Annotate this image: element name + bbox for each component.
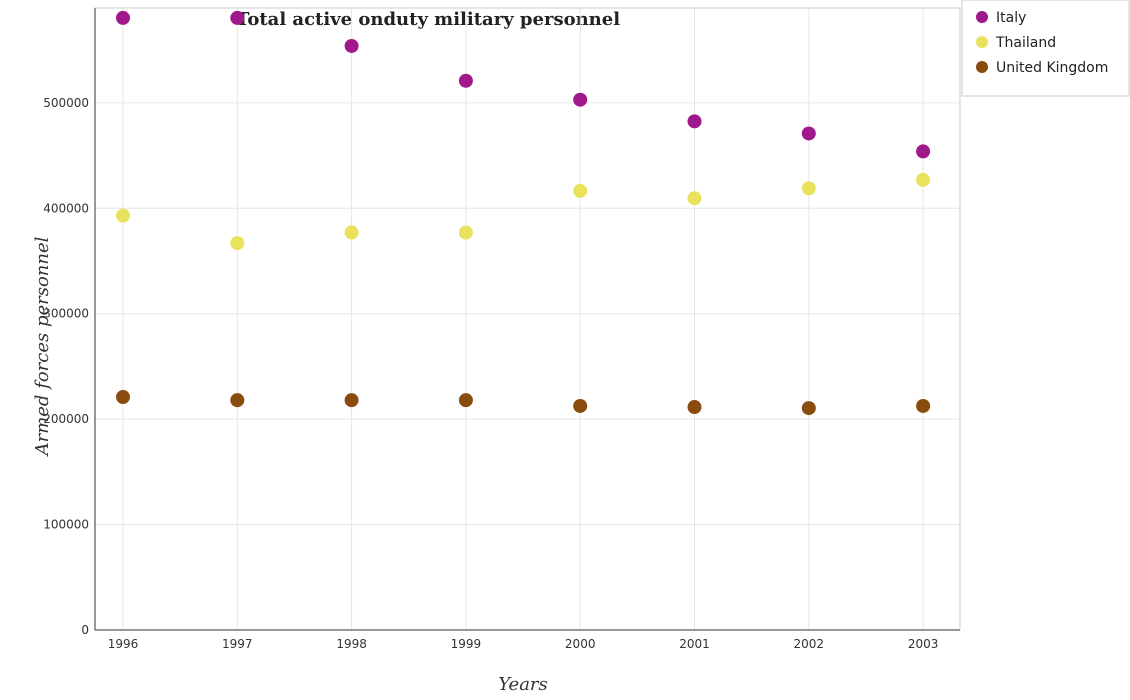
y-tick-label: 100000 (43, 518, 89, 532)
y-tick-label: 300000 (43, 307, 89, 321)
x-tick-label: 2001 (679, 637, 710, 651)
point-thailand (230, 236, 245, 251)
y-tick-label: 0 (81, 623, 89, 637)
point-italy (116, 10, 130, 25)
legend: Italy Thailand United Kingdom (961, 0, 1130, 97)
point-thailand (344, 225, 359, 240)
point-united-kingdom (573, 398, 588, 413)
point-united-kingdom (344, 393, 359, 408)
point-italy (458, 73, 473, 88)
x-tick-label: 1996 (108, 637, 139, 651)
y-tick-label: 200000 (43, 412, 89, 426)
point-italy (687, 114, 702, 129)
point-united-kingdom (916, 398, 931, 413)
point-thailand (916, 172, 931, 187)
y-tick-label: 500000 (43, 96, 89, 110)
point-united-kingdom (687, 400, 702, 415)
point-united-kingdom (801, 401, 816, 416)
chart-title: Total active onduty military personnel (236, 9, 620, 30)
x-tick-label: 1997 (222, 637, 253, 651)
points-layer (116, 10, 931, 416)
point-italy (801, 126, 816, 141)
x-axis-title: Years (498, 674, 548, 695)
point-thailand (573, 183, 588, 198)
point-italy (344, 38, 359, 53)
legend-box (961, 0, 1130, 97)
point-united-kingdom (458, 393, 473, 408)
point-thailand (116, 208, 130, 223)
legend-marker (976, 11, 988, 23)
point-thailand (458, 225, 473, 240)
x-tick-label: 1998 (336, 637, 367, 651)
y-tick-label: 400000 (43, 201, 89, 215)
legend-marker (976, 61, 988, 73)
point-united-kingdom (230, 393, 245, 408)
x-tick-label: 1999 (451, 637, 482, 651)
x-tick-label: 2002 (794, 637, 825, 651)
point-italy (230, 10, 245, 25)
legend-label: Thailand (995, 35, 1056, 51)
plot-frame (94, 7, 961, 631)
point-thailand (687, 191, 702, 206)
point-italy (916, 144, 931, 159)
axes-layer: 0 100000 200000 300000 400000 500000 1996 1997 1… (43, 7, 961, 651)
point-united-kingdom (116, 390, 130, 405)
legend-marker (976, 36, 988, 48)
x-tick-label: 2003 (908, 637, 939, 651)
point-thailand (801, 181, 816, 196)
point-italy (573, 92, 588, 107)
legend-label: Italy (996, 10, 1026, 26)
grid-layer (95, 8, 960, 631)
y-axis-title: Armed forces personnel (32, 236, 53, 457)
legend-label: United Kingdom (996, 60, 1108, 76)
x-tick-label: 2000 (565, 637, 596, 651)
